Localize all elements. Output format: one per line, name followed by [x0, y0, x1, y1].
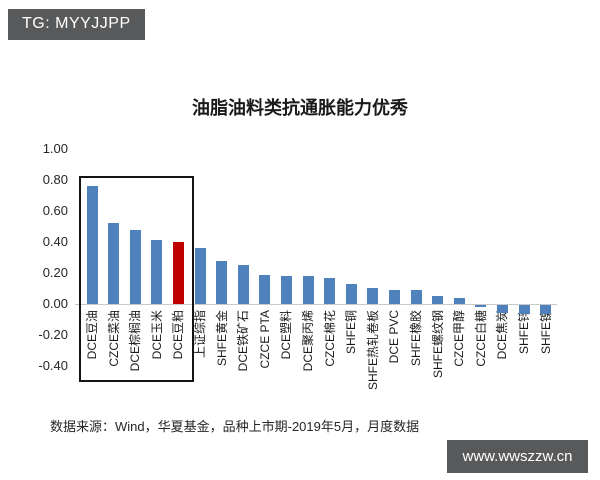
y-axis-tick-label: -0.20 — [38, 327, 68, 342]
x-axis-label: DCE PVC — [387, 310, 402, 364]
x-axis-label: DCE聚丙烯 — [301, 310, 315, 372]
x-axis-label: CZCE甲醇 — [452, 310, 467, 367]
chart-bar — [259, 275, 271, 304]
y-axis-tick-label: 0.80 — [42, 172, 68, 187]
x-axis-label: CZCE菜油 — [106, 310, 121, 367]
watermark: www.wwszzw.cn — [447, 440, 588, 473]
x-axis-label: SHFE螺纹钢 — [430, 310, 445, 379]
x-axis-line — [75, 304, 557, 305]
x-axis-label: DCE塑料 — [279, 310, 294, 360]
chart-bar — [345, 284, 357, 304]
y-axis-tick-label: 0.40 — [42, 234, 68, 249]
x-axis-label: SHFE黄金 — [214, 310, 229, 367]
y-axis-tick-label: -0.40 — [38, 358, 68, 373]
y-axis-tick-label: 0.60 — [42, 203, 68, 218]
x-axis-label: DCE焦炭 — [495, 310, 510, 360]
chart-bar — [496, 305, 508, 313]
chart-bar — [86, 186, 98, 304]
chart-bar — [324, 278, 336, 304]
chart-bar — [518, 305, 530, 314]
telegram-tag-badge: TG: MYYJJPP — [8, 9, 145, 40]
x-axis-label: DCE铁矿石 — [236, 310, 251, 372]
chart-bar — [237, 265, 249, 304]
x-axis-label: SHFE橡胶 — [409, 310, 423, 367]
x-axis-label: CZCE棉花 — [322, 310, 337, 367]
chart-bar — [388, 290, 400, 304]
chart-bar — [172, 242, 184, 304]
x-axis-label: 上证综指 — [193, 310, 207, 359]
x-axis-label: SHFE铜 — [344, 310, 359, 355]
chart-bar — [129, 230, 141, 304]
x-axis-label: CZCE白糖 — [473, 310, 488, 367]
x-axis-label: DCE豆油 — [85, 310, 99, 360]
data-source-note: 数据来源：Wind，华夏基金，品种上市期-2019年5月，月度数据 — [50, 419, 420, 434]
chart-bar — [367, 288, 379, 304]
y-axis-tick-label: 0.00 — [42, 296, 68, 311]
chart-bar — [280, 276, 292, 304]
x-axis-label: SHFE热轧卷板 — [365, 310, 380, 391]
x-axis-label: SHFE锌 — [517, 310, 531, 355]
chart-bar — [540, 305, 552, 314]
x-axis-label: DCE棕榈油 — [128, 310, 143, 372]
chart-bar — [432, 296, 444, 304]
x-axis-label: CZCE PTA — [257, 310, 272, 369]
x-axis-label: DCE玉米 — [149, 310, 164, 360]
chart-bar — [410, 290, 422, 304]
y-axis-tick-label: 1.00 — [42, 141, 68, 156]
x-axis-label: DCE豆粕 — [171, 310, 186, 360]
chart-bar — [475, 305, 487, 307]
y-axis-tick-label: 0.20 — [42, 265, 68, 280]
chart-bar — [108, 223, 120, 304]
chart-bar — [216, 261, 228, 304]
chart-bar — [453, 298, 465, 304]
chart-title: 油脂油料类抗通胀能力优秀 — [192, 98, 408, 118]
x-axis-label: SHFE镍 — [538, 310, 553, 355]
chart-bar — [194, 248, 206, 304]
chart-bar — [302, 276, 314, 304]
chart-bar — [151, 240, 163, 304]
